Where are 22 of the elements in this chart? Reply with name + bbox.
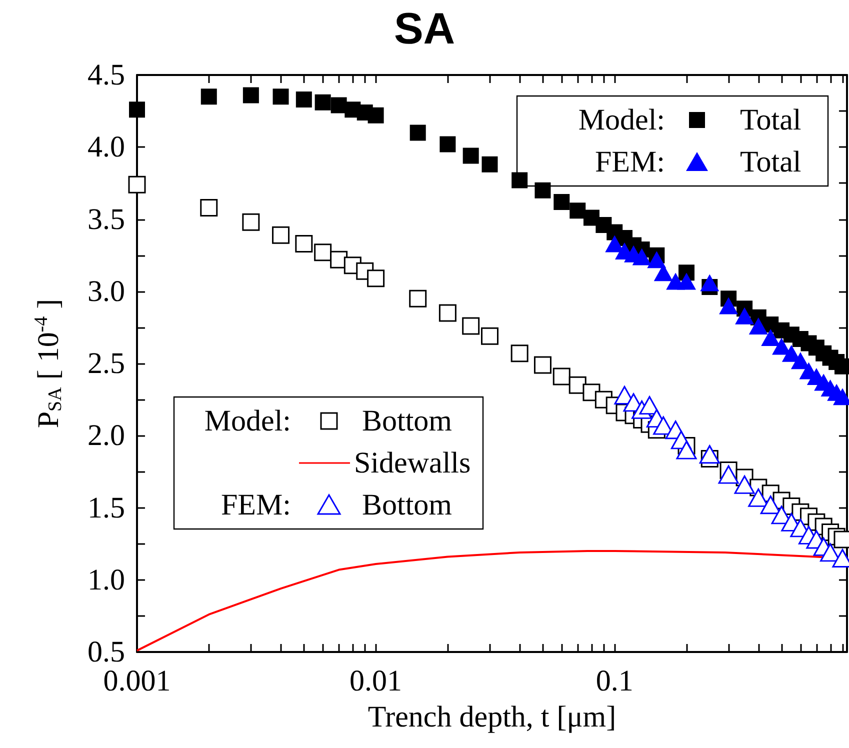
legend-label: Bottom [362, 488, 452, 522]
y-tick-label: 4.5 [88, 58, 125, 92]
y-axis-title: PSA [ 10-4 ] [31, 298, 66, 428]
annotation: FEM: [594, 146, 665, 178]
x-tick-label: 0.01 [350, 664, 402, 698]
legend-label: Sidewalls [354, 446, 471, 480]
annotation: FEM: [220, 488, 291, 522]
y-tick-label: 2.5 [88, 347, 125, 380]
legend-label: Total [740, 104, 802, 136]
y-tick-label: 1.0 [88, 563, 125, 596]
legend-label: Bottom [362, 404, 452, 438]
annotation: Model: [578, 104, 665, 136]
y-tick-label: 3.5 [88, 202, 125, 236]
chart-title: SA [394, 4, 456, 54]
y-tick-label: 2.0 [88, 419, 125, 452]
annotation: Model: [204, 404, 291, 438]
y-tick-label: 3.0 [88, 274, 125, 308]
x-axis-title: Trench depth, t [μm] [368, 700, 616, 734]
y-tick-label: 4.0 [88, 130, 125, 164]
x-tick-label: 0.1 [596, 664, 634, 698]
y-tick-label: 1.5 [88, 491, 125, 524]
legend-label: Total [740, 146, 802, 178]
